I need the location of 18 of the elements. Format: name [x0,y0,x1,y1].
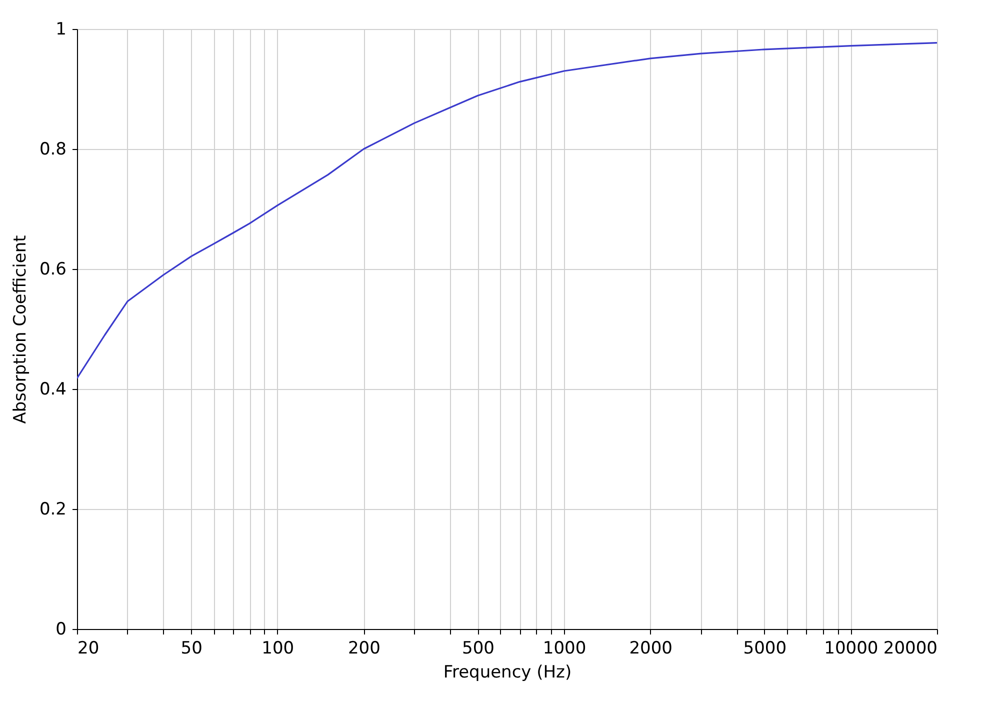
x-tick-label: 10000 [824,638,878,658]
x-tick-label: 20 [78,638,100,658]
y-axis-title: Absorption Coefficient [10,234,30,424]
y-tick-label: 0.2 [39,500,66,520]
y-tick-label: 0 [56,620,66,640]
x-tick-label: 50 [180,638,202,658]
x-tick-label: 1000 [542,638,586,658]
x-tick-label: 2000 [629,638,672,658]
y-tick-label: 0.6 [39,260,66,280]
x-axis-title: Frequency (Hz) [443,662,572,682]
x-tick-label: 5000 [743,638,787,658]
y-tick-label: 1 [56,20,66,40]
y-tick-label: 0.8 [39,140,66,160]
x-tick-label: 100 [262,638,294,658]
x-tick-label: 20000 [883,638,938,658]
x-tick-label: 200 [348,638,380,658]
x-tick-label: 500 [462,638,494,658]
y-tick-label: 0.4 [39,380,66,400]
